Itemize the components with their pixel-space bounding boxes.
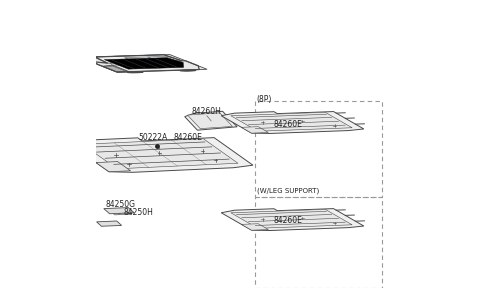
Polygon shape (95, 55, 182, 63)
Text: 84260E: 84260E (173, 133, 202, 142)
Polygon shape (132, 72, 139, 73)
Polygon shape (120, 213, 126, 215)
Polygon shape (241, 224, 268, 230)
Polygon shape (103, 65, 129, 72)
Polygon shape (185, 111, 237, 130)
Polygon shape (83, 139, 238, 169)
Text: 84250G: 84250G (105, 200, 135, 209)
Polygon shape (96, 221, 121, 226)
Text: 50222A: 50222A (138, 133, 168, 142)
Polygon shape (221, 209, 364, 230)
Polygon shape (103, 66, 126, 72)
Polygon shape (104, 208, 134, 214)
Polygon shape (188, 113, 232, 129)
Polygon shape (231, 112, 352, 131)
Bar (255, 197, 382, 288)
Text: (8P): (8P) (257, 95, 272, 104)
Polygon shape (180, 70, 196, 71)
Polygon shape (221, 111, 364, 133)
Bar (255, 101, 382, 197)
Polygon shape (126, 213, 132, 214)
Polygon shape (127, 72, 143, 73)
Polygon shape (110, 62, 141, 65)
Text: 84260E: 84260E (274, 216, 303, 225)
Polygon shape (148, 56, 177, 62)
Polygon shape (124, 57, 159, 62)
Polygon shape (113, 213, 120, 215)
Polygon shape (184, 70, 192, 71)
Polygon shape (104, 58, 184, 69)
Text: 84250H: 84250H (123, 208, 153, 217)
Polygon shape (96, 162, 131, 172)
Text: (W/LEG SUPPORT): (W/LEG SUPPORT) (257, 187, 319, 194)
Polygon shape (80, 55, 207, 72)
Polygon shape (231, 209, 352, 228)
Text: 84260H: 84260H (192, 107, 222, 116)
Text: 84260E: 84260E (274, 120, 303, 129)
Polygon shape (70, 138, 253, 172)
Polygon shape (241, 127, 268, 133)
